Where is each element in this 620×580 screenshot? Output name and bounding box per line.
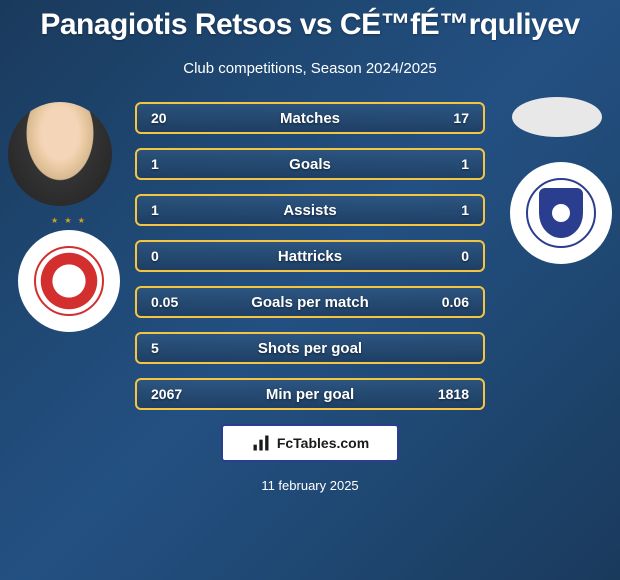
stat-row-mpg: 2067 Min per goal 1818 bbox=[135, 378, 485, 410]
stat-left-value: 20 bbox=[151, 110, 201, 126]
ball-icon bbox=[552, 204, 570, 222]
stat-label: Matches bbox=[280, 110, 340, 127]
stat-right-value: 1 bbox=[419, 156, 469, 172]
footer-date: 11 february 2025 bbox=[0, 478, 620, 493]
page-title: Panagiotis Retsos vs CÉ™fÉ™rquliyev bbox=[0, 8, 620, 42]
stat-label: Hattricks bbox=[278, 248, 342, 265]
stat-row-matches: 20 Matches 17 bbox=[135, 102, 485, 134]
stat-row-hattricks: 0 Hattricks 0 bbox=[135, 240, 485, 272]
stat-right-value: 17 bbox=[419, 110, 469, 126]
stat-left-value: 2067 bbox=[151, 386, 201, 402]
stat-row-gpm: 0.05 Goals per match 0.06 bbox=[135, 286, 485, 318]
brand-text: FcTables.com bbox=[277, 435, 369, 451]
content: ★ ★ ★ 20 Matches 17 1 Goals 1 1 Assists … bbox=[0, 102, 620, 493]
stats-table: 20 Matches 17 1 Goals 1 1 Assists 1 0 Ha… bbox=[135, 102, 485, 410]
stat-label: Min per goal bbox=[266, 386, 354, 403]
brand-badge[interactable]: FcTables.com bbox=[221, 424, 399, 462]
stat-row-assists: 1 Assists 1 bbox=[135, 194, 485, 226]
player-left-avatar bbox=[8, 102, 112, 206]
stat-row-spg: 5 Shots per goal bbox=[135, 332, 485, 364]
club-right-logo bbox=[526, 178, 596, 248]
stat-right-value: 0 bbox=[419, 248, 469, 264]
stat-label: Assists bbox=[283, 202, 336, 219]
club-left-badge: ★ ★ ★ bbox=[18, 230, 120, 332]
stat-left-value: 1 bbox=[151, 202, 201, 218]
page-subtitle: Club competitions, Season 2024/2025 bbox=[0, 60, 620, 77]
stat-label: Goals bbox=[289, 156, 331, 173]
stat-right-value: 1 bbox=[419, 202, 469, 218]
club-left-logo bbox=[34, 246, 104, 316]
stat-right-value: 0.06 bbox=[419, 294, 469, 310]
stat-label: Goals per match bbox=[251, 294, 369, 311]
stat-label: Shots per goal bbox=[258, 340, 362, 357]
player-right-avatar bbox=[512, 97, 602, 137]
club-right-badge bbox=[510, 162, 612, 264]
stat-right-value: 1818 bbox=[419, 386, 469, 402]
stat-left-value: 5 bbox=[151, 340, 201, 356]
stars-icon: ★ ★ ★ bbox=[51, 216, 87, 225]
shield-icon bbox=[539, 188, 583, 238]
stat-left-value: 0.05 bbox=[151, 294, 201, 310]
stat-left-value: 1 bbox=[151, 156, 201, 172]
stat-left-value: 0 bbox=[151, 248, 201, 264]
header: Panagiotis Retsos vs CÉ™fÉ™rquliyev Club… bbox=[0, 0, 620, 77]
stat-row-goals: 1 Goals 1 bbox=[135, 148, 485, 180]
chart-icon bbox=[251, 433, 271, 453]
